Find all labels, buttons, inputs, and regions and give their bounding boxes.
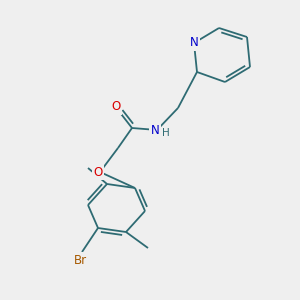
Text: N: N (190, 37, 198, 50)
Text: N: N (151, 124, 159, 136)
Text: O: O (111, 100, 121, 113)
Text: H: H (162, 128, 170, 138)
Text: Br: Br (74, 254, 87, 266)
Text: O: O (93, 166, 103, 178)
